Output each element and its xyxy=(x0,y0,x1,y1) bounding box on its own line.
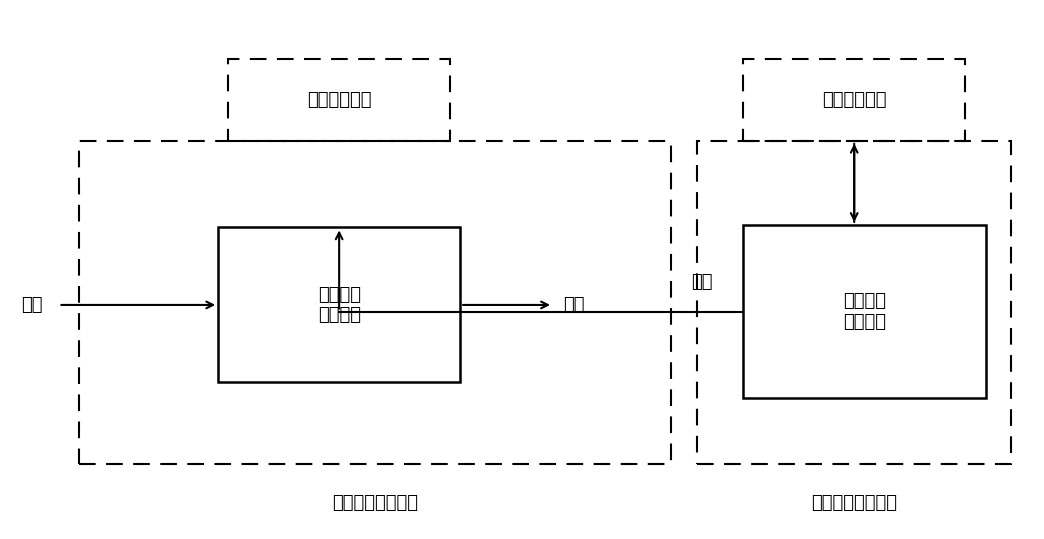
Text: 检测控制单元: 检测控制单元 xyxy=(307,91,372,109)
Text: 臭氧: 臭氧 xyxy=(691,273,713,291)
Bar xyxy=(229,59,450,141)
Text: 检测控制单元: 检测控制单元 xyxy=(822,91,886,109)
Bar xyxy=(697,141,1012,464)
Bar xyxy=(743,59,965,141)
Text: 臭氧催化氧化单元: 臭氧催化氧化单元 xyxy=(332,494,419,512)
Text: 臭氧发生
装置单元: 臭氧发生 装置单元 xyxy=(843,292,886,331)
Text: 臭氧催化
氧化单元: 臭氧催化 氧化单元 xyxy=(317,286,360,324)
Bar xyxy=(743,225,986,398)
Text: 进水: 进水 xyxy=(22,296,43,314)
Text: 臭氧发生装置单元: 臭氧发生装置单元 xyxy=(811,494,897,512)
Bar xyxy=(79,141,671,464)
Text: 出水: 出水 xyxy=(563,296,585,314)
Bar xyxy=(218,227,460,382)
